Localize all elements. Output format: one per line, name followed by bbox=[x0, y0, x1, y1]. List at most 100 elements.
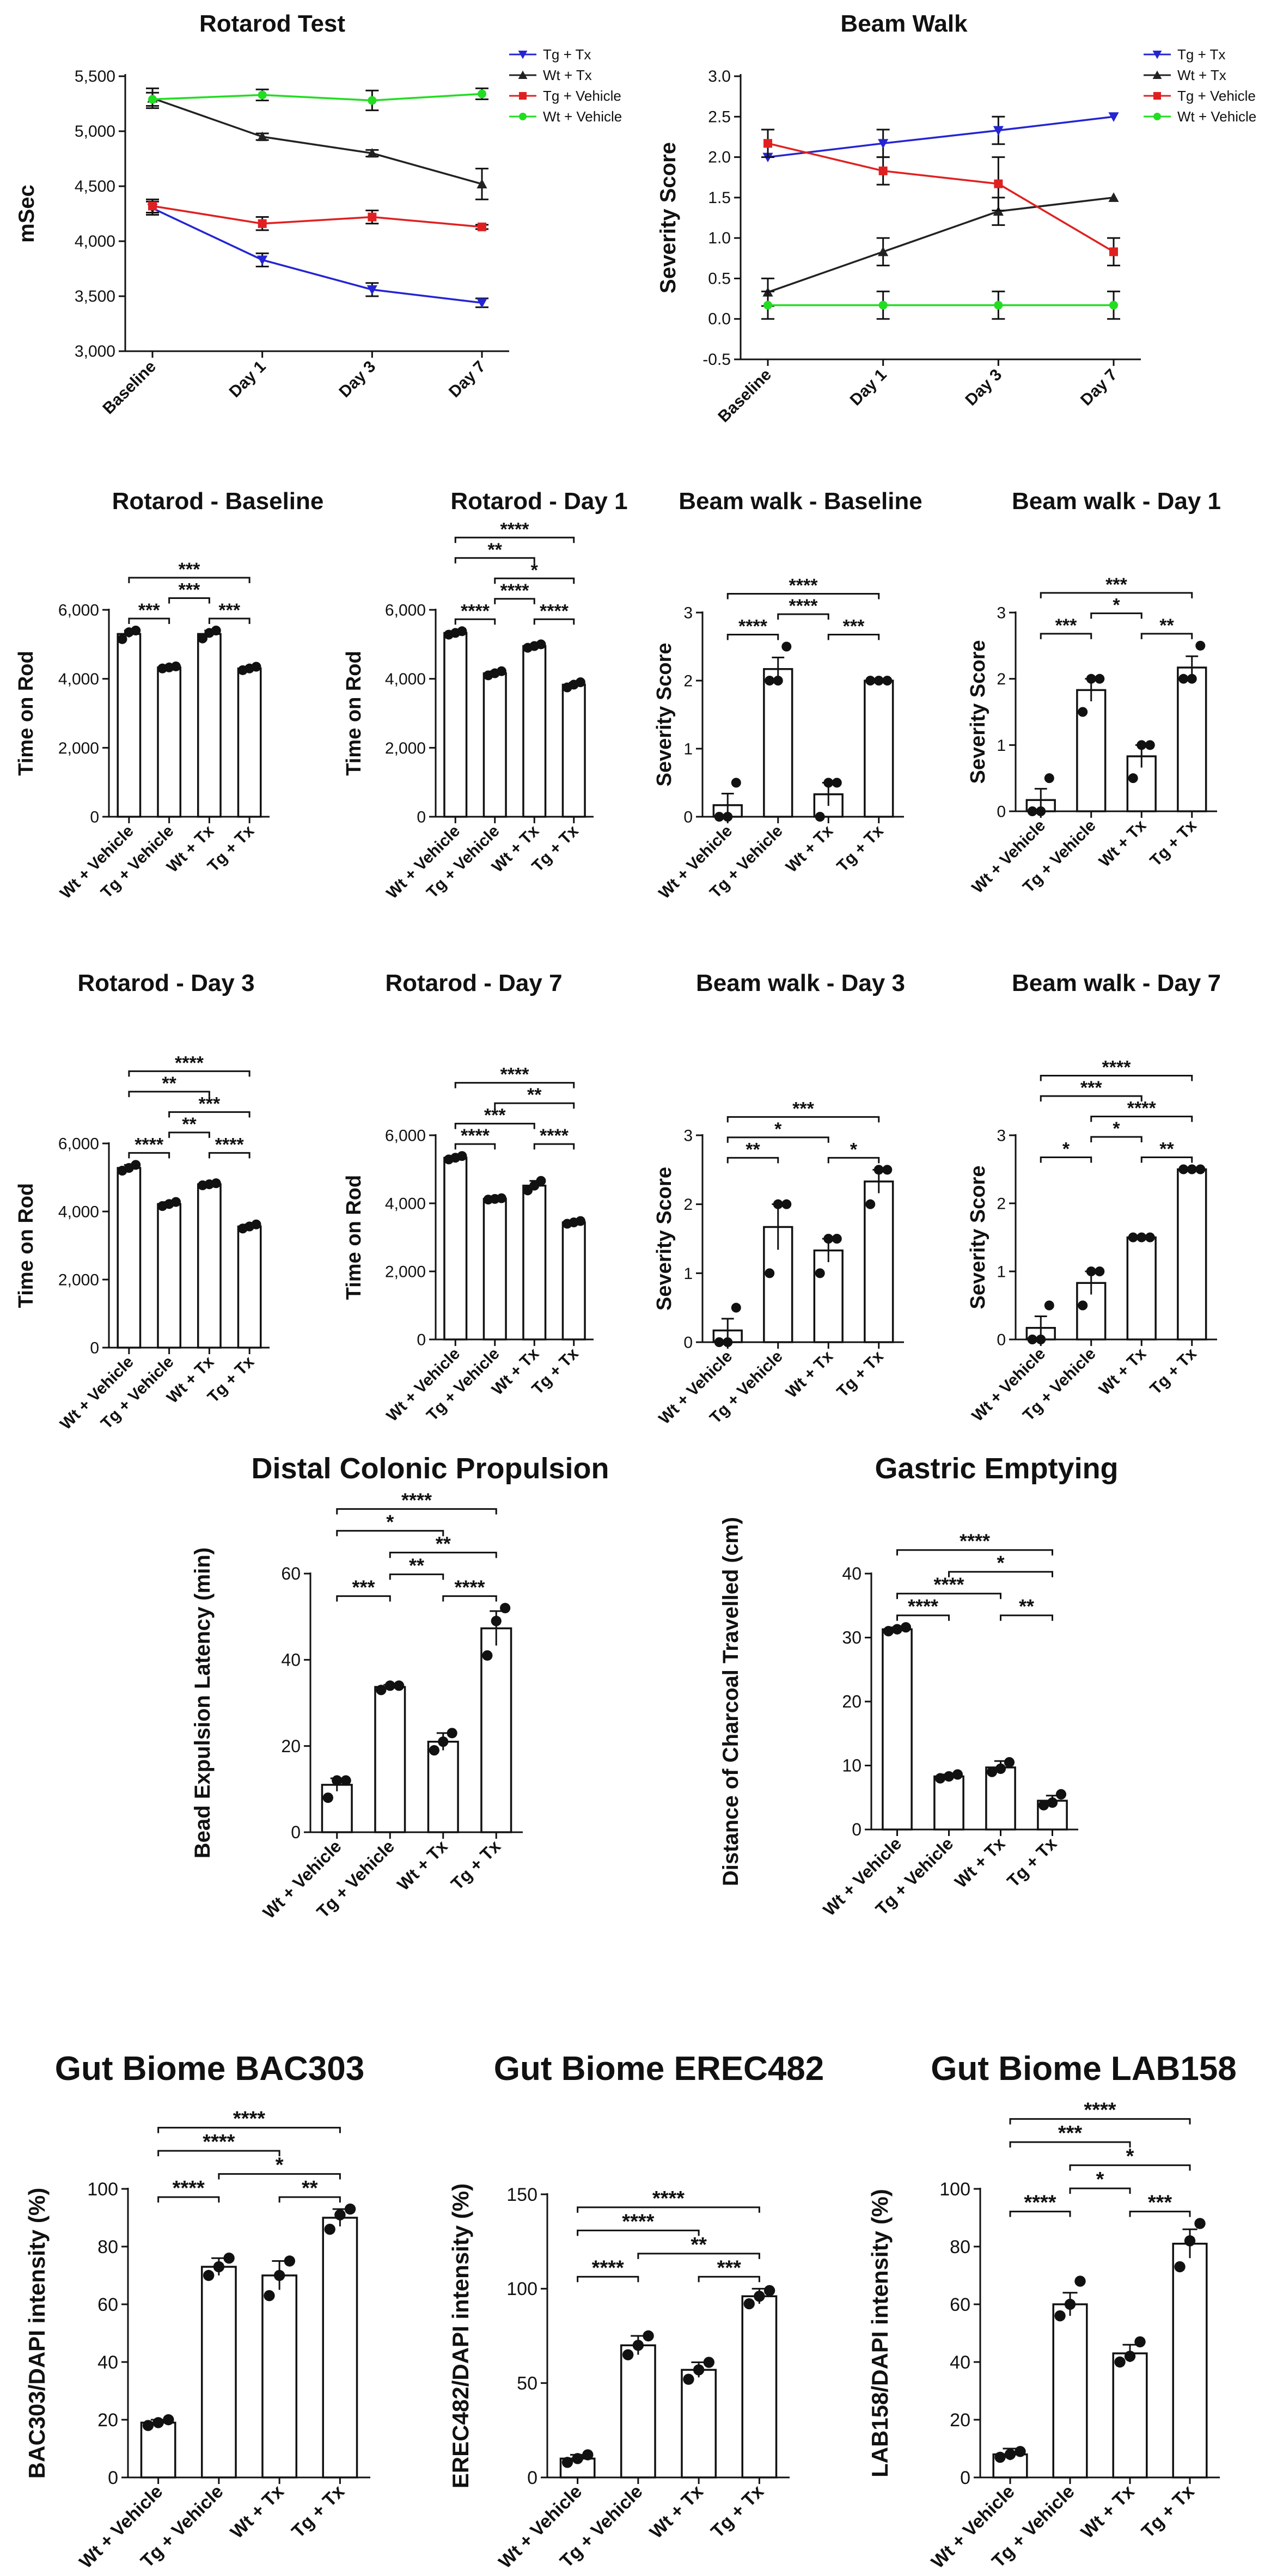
significance-bracket bbox=[389, 1573, 444, 1580]
series-tg-vehicle: Tg + Vehicle bbox=[146, 88, 621, 231]
data-point bbox=[823, 778, 834, 788]
significance-label: **** bbox=[203, 2131, 235, 2153]
x-tick-label: Baseline bbox=[714, 366, 775, 426]
data-point bbox=[368, 96, 377, 105]
bar-chart-beam-walk-day-1: Beam walk - Day 1 0 1 2 3 Severity Score Wt + … bbox=[967, 488, 1221, 897]
y-axis-label: Time on Rod bbox=[343, 1175, 365, 1300]
significance-label: *** bbox=[717, 2256, 742, 2279]
data-point bbox=[251, 662, 261, 672]
significance-label: ** bbox=[182, 1114, 197, 1135]
y-tick-label: 3 bbox=[683, 604, 693, 622]
data-point bbox=[714, 1337, 724, 1347]
y-tick-label: 40 bbox=[950, 2352, 970, 2373]
significance-label: **** bbox=[401, 1489, 432, 1511]
y-tick-label: 0 bbox=[683, 809, 693, 827]
significance-label: **** bbox=[592, 2256, 624, 2279]
bar-wt-vehicle bbox=[117, 633, 142, 818]
data-point bbox=[943, 1771, 955, 1782]
data-point bbox=[994, 2451, 1006, 2463]
significance-bracket bbox=[157, 2150, 280, 2157]
chart-title: Gastric Emptying bbox=[875, 1452, 1118, 1485]
significance-label: **** bbox=[461, 1125, 490, 1146]
y-tick-label: 0 bbox=[90, 809, 99, 827]
bar-wt-tx bbox=[522, 645, 547, 818]
significance-bracket bbox=[208, 617, 251, 624]
data-point bbox=[334, 2209, 346, 2220]
significance-label: *** bbox=[1058, 2122, 1083, 2145]
data-point bbox=[324, 2224, 335, 2235]
y-axis-label: Severity Score bbox=[967, 640, 989, 784]
significance-label: *** bbox=[352, 1576, 375, 1598]
bar-tg-vehicle bbox=[763, 668, 793, 818]
y-tick-label: 1 bbox=[997, 1263, 1006, 1281]
bar-tg-tx bbox=[237, 667, 262, 818]
data-point bbox=[773, 676, 783, 686]
significance-bracket bbox=[896, 1593, 1001, 1599]
significance-bracket bbox=[1090, 1136, 1143, 1142]
data-point bbox=[258, 219, 267, 228]
legend-label: Wt + Vehicle bbox=[1177, 108, 1256, 125]
data-point bbox=[131, 1160, 141, 1170]
data-point bbox=[536, 1176, 546, 1186]
significance-bracket bbox=[896, 1549, 1053, 1556]
series-line bbox=[152, 205, 482, 228]
bar-tg-vehicle bbox=[157, 1203, 182, 1349]
data-point bbox=[376, 1685, 387, 1696]
data-point bbox=[731, 778, 741, 788]
significance-label: **** bbox=[540, 1125, 569, 1146]
significance-bracket bbox=[1040, 592, 1193, 598]
significance-label: **** bbox=[622, 2210, 654, 2233]
data-point bbox=[1095, 674, 1105, 684]
bar-tg-vehicle bbox=[157, 666, 182, 818]
data-point bbox=[878, 139, 889, 149]
significance-label: ** bbox=[1159, 1139, 1174, 1160]
bar-tg-tx bbox=[561, 683, 586, 818]
y-tick-label: 4,000 bbox=[75, 232, 115, 250]
significance-label: *** bbox=[218, 600, 240, 621]
significance-bracket bbox=[336, 1595, 391, 1602]
bar-chart-gut-biome-lab158: Gut Biome LAB158 0 20 40 60 80 100 LAB158/DAPI … bbox=[867, 2050, 1237, 2573]
data-point bbox=[1027, 1335, 1037, 1344]
bar-wt-tx bbox=[427, 1741, 459, 1833]
chart-title: Beam walk - Baseline bbox=[679, 488, 922, 515]
significance-label: ** bbox=[1019, 1595, 1034, 1618]
data-point bbox=[163, 2414, 174, 2426]
y-axis-label: Time on Rod bbox=[343, 651, 365, 775]
data-point bbox=[1109, 301, 1118, 310]
y-tick-label: 3 bbox=[683, 1127, 693, 1145]
significance-bracket bbox=[1090, 1116, 1193, 1122]
data-point bbox=[1044, 773, 1054, 784]
data-point bbox=[643, 2330, 654, 2342]
data-point bbox=[152, 2417, 164, 2428]
significance-bracket bbox=[128, 1091, 210, 1097]
significance-bracket bbox=[1009, 2118, 1191, 2125]
x-tick-label: Tg + Tx bbox=[1147, 816, 1200, 870]
data-point bbox=[1047, 1797, 1058, 1808]
y-tick-label: 40 bbox=[281, 1650, 301, 1670]
significance-label: **** bbox=[135, 1134, 164, 1155]
significance-bracket bbox=[1129, 2211, 1191, 2217]
chart-title: Beam walk - Day 3 bbox=[696, 970, 905, 996]
data-point bbox=[1036, 1335, 1046, 1344]
y-tick-label: 0.5 bbox=[708, 270, 731, 287]
bar-chart-rotarod-day-3: Rotarod - Day 3 0 2,000 4,000 6,000 Time on R… bbox=[15, 970, 270, 1433]
significance-bracket bbox=[577, 2206, 760, 2213]
significance-bracket bbox=[1140, 633, 1193, 639]
y-tick-label: 2.5 bbox=[708, 108, 731, 126]
significance-bracket bbox=[494, 577, 575, 584]
chart-title: Beam walk - Day 1 bbox=[1012, 488, 1221, 515]
x-tick-label: Wt + Tx bbox=[783, 822, 837, 876]
y-tick-label: 2 bbox=[997, 670, 1006, 688]
data-point bbox=[1055, 1789, 1067, 1800]
bar-tg-vehicle bbox=[1052, 2303, 1088, 2479]
data-point bbox=[1015, 2446, 1026, 2457]
data-point bbox=[865, 676, 876, 686]
y-tick-label: 50 bbox=[517, 2373, 537, 2394]
significance-label: **** bbox=[1102, 1057, 1132, 1078]
data-point bbox=[703, 2357, 715, 2368]
x-tick-label: Wt + Tx bbox=[393, 1836, 451, 1894]
data-point bbox=[1128, 773, 1138, 784]
y-tick-label: 3.0 bbox=[708, 68, 731, 85]
y-tick-label: 2 bbox=[683, 1196, 693, 1214]
y-tick-label: 10 bbox=[842, 1756, 862, 1776]
